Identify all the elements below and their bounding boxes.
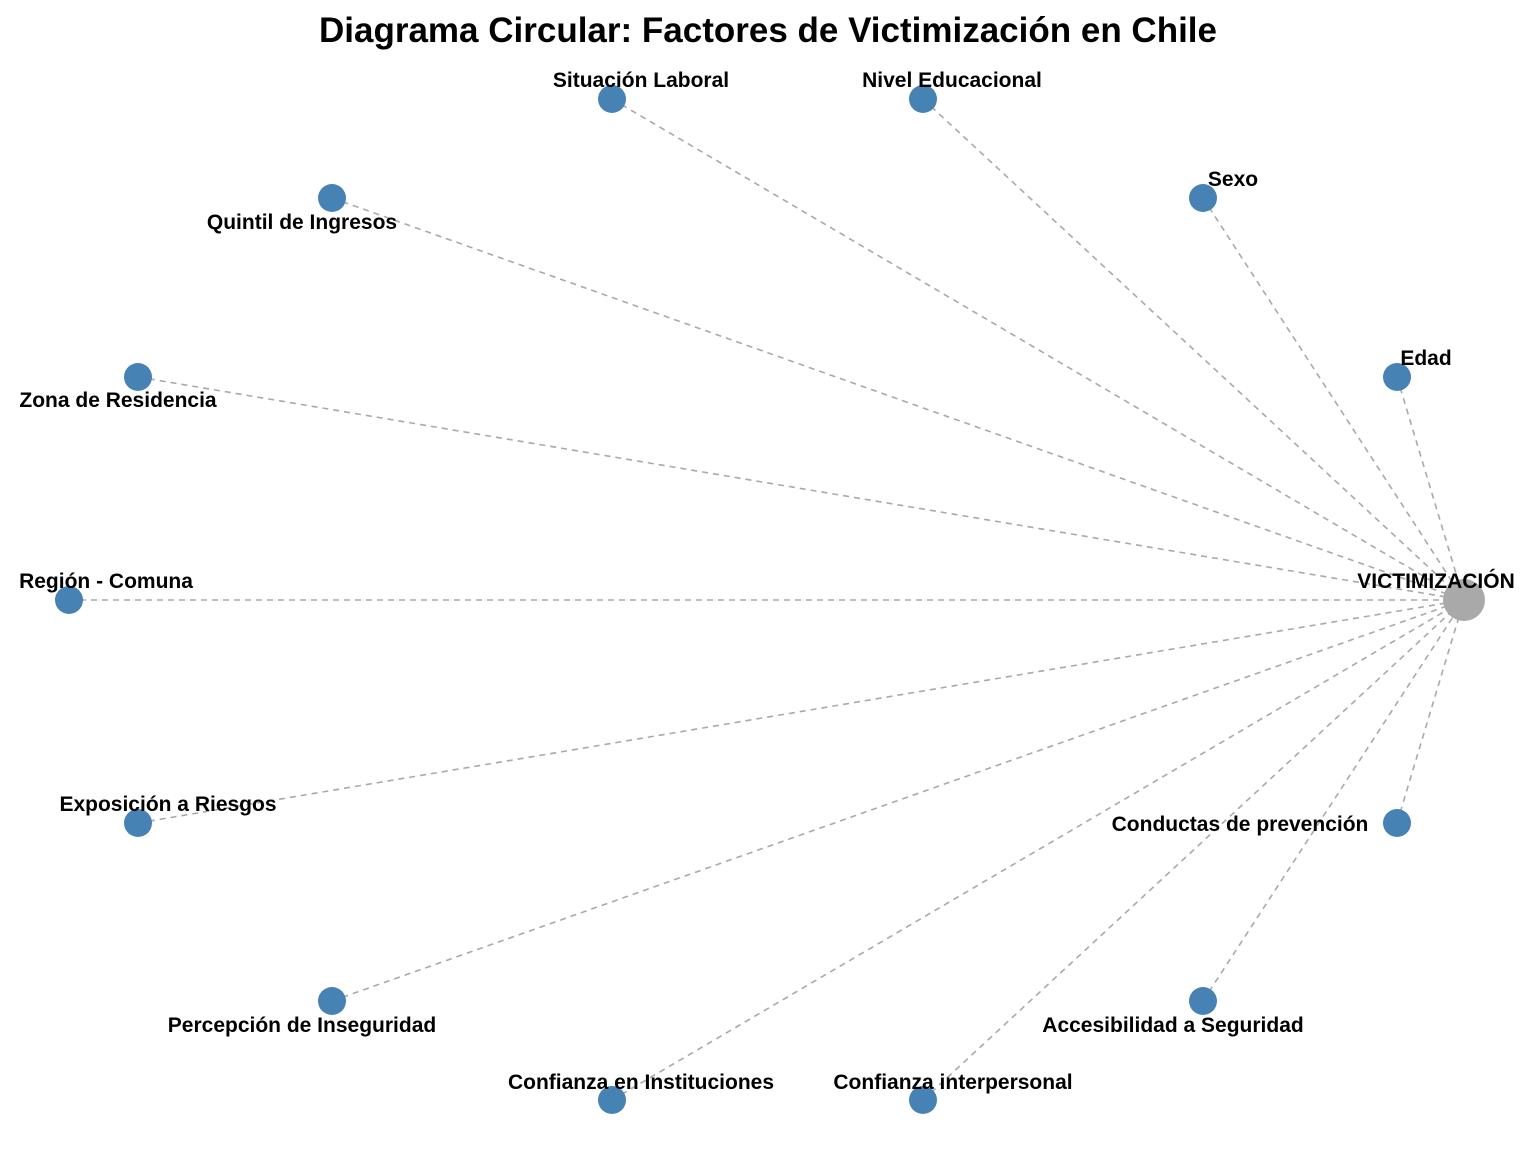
node-label-accesibilidad-a-seguridad: Accesibilidad a Seguridad (1042, 1014, 1303, 1037)
node-confianza-en-instituciones (598, 1086, 626, 1114)
edge-nivel-educacional-to-victimizacion (922, 98, 1465, 601)
node-edad (1383, 363, 1411, 391)
node-nivel-educacional (909, 85, 937, 113)
node-label-sexo: Sexo (1208, 168, 1258, 191)
edge-situacion-laboral-to-victimizacion (611, 98, 1465, 601)
node-label-conductas-de-prevencion: Conductas de prevención (1112, 813, 1369, 836)
edge-sexo-to-victimizacion (1202, 197, 1465, 601)
diagram-title: Diagrama Circular: Factores de Victimiza… (319, 11, 1217, 50)
node-label-confianza-interpersonal: Confianza interpersonal (833, 1071, 1072, 1094)
node-label-zona-de-residencia: Zona de Residencia (19, 389, 217, 412)
edge-exposicion-a-riesgos-to-victimizacion (137, 599, 1465, 824)
node-label-region-comuna: Región - Comuna (19, 570, 193, 593)
edge-percepcion-de-inseguridad-to-victimizacion (331, 599, 1465, 1002)
edge-zona-de-residencia-to-victimizacion (137, 376, 1465, 601)
node-sexo (1189, 184, 1217, 212)
edge-quintil-de-ingresos-to-victimizacion (331, 197, 1465, 601)
labels-layer: Edad Sexo Nivel Educacional Situación Labor… (19, 69, 1515, 1094)
node-label-confianza-en-instituciones: Confianza en Instituciones (508, 1071, 774, 1094)
node-label-edad: Edad (1400, 347, 1451, 370)
node-label-quintil-de-ingresos: Quintil de Ingresos (207, 211, 397, 234)
node-percepcion-de-inseguridad (318, 987, 346, 1015)
node-label-victimizacion: VICTIMIZACIÓN (1357, 569, 1515, 593)
edge-accesibilidad-a-seguridad-to-victimizacion (1202, 599, 1465, 1002)
node-label-percepcion-de-inseguridad: Percepción de Inseguridad (168, 1014, 436, 1037)
node-zona-de-residencia (124, 363, 152, 391)
node-region-comuna (55, 586, 83, 614)
edge-edad-to-victimizacion (1396, 376, 1465, 601)
node-label-situacion-laboral: Situación Laboral (553, 69, 729, 92)
node-situacion-laboral (598, 85, 626, 113)
node-center-victimizacion (1443, 579, 1485, 621)
nodes-layer (55, 85, 1485, 1114)
edge-conductas-de-prevencion-to-victimizacion (1396, 599, 1465, 824)
node-accesibilidad-a-seguridad (1189, 987, 1217, 1015)
node-conductas-de-prevencion (1383, 809, 1411, 837)
node-exposicion-a-riesgos (124, 809, 152, 837)
edges-layer (69, 98, 1465, 1101)
node-confianza-interpersonal (909, 1086, 937, 1114)
node-label-exposicion-a-riesgos: Exposición a Riesgos (59, 793, 276, 816)
edge-confianza-en-instituciones-to-victimizacion (611, 599, 1465, 1101)
node-quintil-de-ingresos (318, 184, 346, 212)
edge-confianza-interpersonal-to-victimizacion (922, 599, 1465, 1101)
node-label-nivel-educacional: Nivel Educacional (862, 69, 1042, 92)
